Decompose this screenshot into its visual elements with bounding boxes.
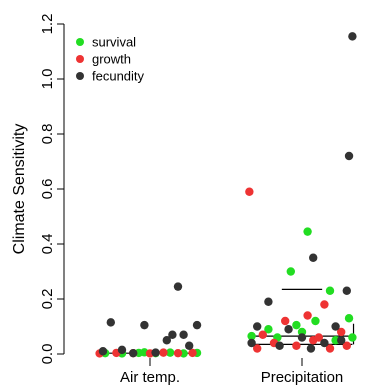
point-growth (292, 341, 301, 350)
point-fecundity (253, 322, 262, 331)
point-fecundity (320, 338, 329, 348)
point-growth (342, 341, 351, 350)
point-fecundity (297, 333, 307, 342)
point-survival (292, 320, 301, 330)
point-fecundity (284, 325, 293, 334)
point-growth (245, 187, 254, 196)
point-survival (344, 314, 354, 323)
point-growth (337, 327, 346, 337)
legend-label: survival (92, 35, 136, 50)
legend-marker (76, 72, 84, 80)
point-fecundity (106, 318, 116, 327)
legend-marker (76, 55, 84, 63)
y-tick-label: 0.8 (39, 124, 56, 145)
point-survival (303, 227, 312, 236)
legend-label: fecundity (92, 69, 145, 84)
point-fecundity (331, 322, 340, 331)
point-fecundity (342, 286, 351, 295)
point-survival (348, 333, 357, 342)
point-growth (320, 300, 329, 309)
point-survival (311, 316, 320, 326)
point-fecundity (185, 341, 194, 350)
x-tick-label: Precipitation (261, 369, 344, 386)
point-fecundity (192, 320, 202, 330)
x-tick-label: Air temp. (120, 369, 180, 386)
point-fecundity (129, 348, 138, 358)
y-axis: 0.0 0.2 0.4 0.6 0.8 1.0 1.2 (39, 14, 65, 365)
point-fecundity (348, 32, 357, 41)
point-fecundity (344, 151, 354, 161)
legend: survival growth fecundity (76, 35, 145, 84)
point-fecundity (162, 336, 171, 345)
point-growth (325, 344, 335, 353)
point-growth (159, 348, 168, 357)
point-survival (165, 348, 175, 357)
point-growth (314, 333, 323, 342)
point-growth (258, 330, 267, 339)
y-axis-label: Climate Sensitivity (11, 124, 28, 255)
point-survival (325, 286, 335, 295)
y-tick-label: 1.2 (39, 14, 56, 35)
point-fecundity (117, 345, 127, 355)
y-tick-label: 0.6 (39, 179, 56, 200)
point-fecundity (275, 341, 284, 350)
y-tick-label: 0.0 (39, 344, 56, 365)
point-fecundity (306, 344, 316, 353)
legend-marker (76, 38, 84, 46)
y-tick-label: 0.4 (39, 234, 56, 255)
point-fecundity (309, 253, 318, 262)
point-growth (303, 311, 312, 320)
point-survival (264, 325, 273, 334)
point-growth (173, 348, 183, 358)
y-tick-label: 0.2 (39, 289, 56, 310)
point-fecundity (179, 330, 188, 339)
x-axis: Air temp. Precipitation (120, 358, 343, 386)
point-survival (286, 267, 295, 276)
point-fecundity (173, 282, 183, 291)
point-fecundity (264, 297, 273, 306)
point-growth (281, 316, 290, 326)
point-growth (188, 348, 197, 358)
points-layer (95, 32, 357, 358)
y-tick-label: 1.0 (39, 69, 56, 90)
point-fecundity (98, 347, 108, 356)
point-fecundity (140, 320, 149, 330)
legend-label: growth (92, 52, 131, 67)
point-survival (247, 331, 256, 341)
point-fecundity (168, 330, 177, 339)
point-fecundity (247, 338, 256, 348)
point-fecundity (337, 336, 346, 345)
point-fecundity (151, 348, 160, 357)
point-growth (253, 344, 262, 353)
